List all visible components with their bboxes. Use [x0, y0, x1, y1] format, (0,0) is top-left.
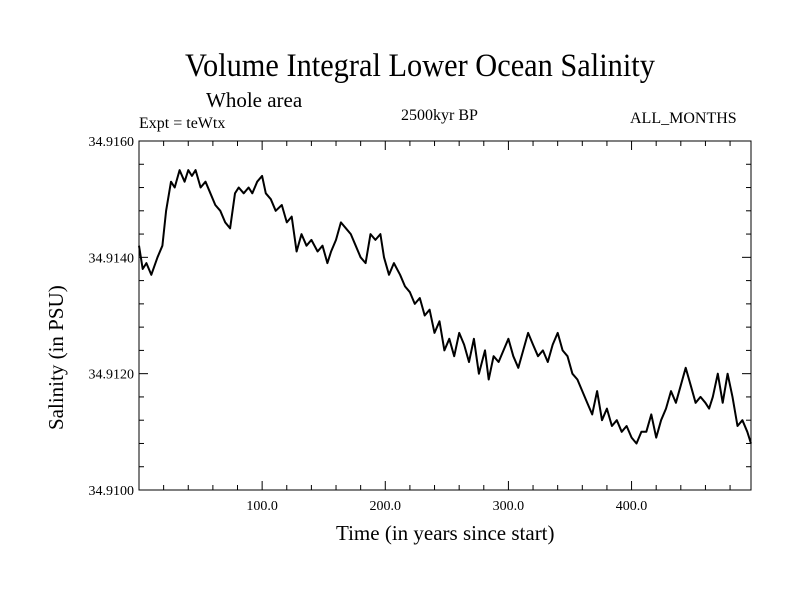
y-tick-label: 34.9140 — [89, 251, 135, 266]
chart-subtitle: Whole area — [206, 88, 303, 112]
x-tick-label: 100.0 — [246, 499, 278, 514]
y-tick-label: 34.9160 — [89, 135, 135, 150]
x-tick-label: 200.0 — [370, 499, 402, 514]
y-tick-label: 34.9120 — [89, 368, 135, 383]
experiment-label: Expt = teWtx — [139, 115, 226, 132]
y-tick-label: 34.9100 — [89, 484, 135, 499]
series-line-salinity — [138, 169, 752, 445]
x-tick-label: 400.0 — [616, 499, 648, 514]
tick-label-layer: 100.0 200.0 300.0 400.0 34.9100 34.9120 34.914… — [89, 135, 648, 514]
x-axis-label: Time (in years since start) — [336, 521, 555, 545]
months-label: ALL_MONTHS — [630, 110, 737, 127]
tick-layer — [139, 140, 751, 491]
chart-title: Volume Integral Lower Ocean Salinity — [185, 48, 655, 84]
period-label: 2500kyr BP — [401, 107, 478, 124]
x-tick-label: 300.0 — [493, 499, 525, 514]
plot-frame — [138, 140, 752, 491]
series-layer — [138, 169, 752, 445]
